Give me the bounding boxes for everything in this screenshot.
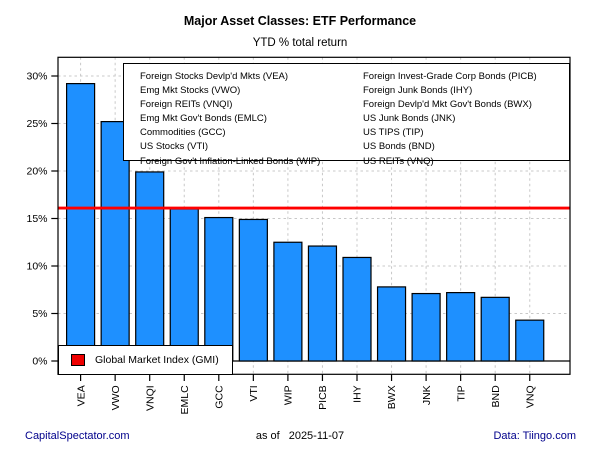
asset-legend-item: Emg Mkt Gov't Bonds (EMLC) (140, 113, 267, 125)
asset-legend-item: US Stocks (VTI) (140, 141, 209, 153)
asset-legend-item: Foreign Devlp'd Mkt Gov't Bonds (BWX) (363, 99, 532, 111)
bar-VEA (65, 82, 96, 362)
asset-legend-item: Foreign Stocks Devlp'd Mkts (VEA) (140, 71, 289, 82)
footer-date: 2025-11-07 (288, 430, 345, 442)
asset-legend-item: Commodities (GCC) (140, 127, 226, 139)
y-tick-label: 5% (32, 308, 47, 320)
asset-legend-item: US REITs (VNQ) (363, 155, 434, 167)
x-tick-label-JNK: JNK (421, 385, 433, 405)
x-tick-label-TIP: TIP (455, 385, 467, 401)
y-tick-label: 30% (26, 71, 47, 83)
footer-site-link[interactable]: CapitalSpectator.com (25, 430, 130, 442)
asset-legend-left-column: Foreign Stocks Devlp'd Mkts (VEA) Emg Mkt… (124, 64, 356, 167)
x-tick-label-BWX: BWX (386, 385, 398, 409)
x-tick-label-WIP: WIP (283, 385, 295, 405)
bar-WIP (273, 241, 303, 362)
y-tick-label: 10% (26, 261, 47, 273)
y-tick-label: 25% (26, 118, 47, 130)
asset-class-legend: Foreign Stocks Devlp'd Mkts (VEA) Emg Mkt… (123, 63, 570, 167)
footer-as-of-label: as of (255, 430, 280, 442)
bar-IHY (342, 256, 372, 362)
bar-BND (480, 296, 510, 362)
bar-BWX (376, 286, 407, 362)
x-tick-label-VNQ: VNQ (524, 385, 536, 408)
asset-legend-item: US TIPS (TIP) (363, 127, 424, 139)
footer-as-of-date: as of 2025-11-07 (0, 430, 600, 442)
asset-legend-item: Emg Mkt Stocks (VWO) (140, 85, 241, 97)
bar-EMLC (169, 208, 199, 362)
asset-legend-item: Foreign Gov't Inflation-Linked Bonds (WI… (140, 155, 321, 167)
footer-data-source-link[interactable]: Data: Tiingo.com (493, 430, 576, 442)
x-tick-label-VWO: VWO (110, 385, 122, 410)
y-tick-label: 20% (26, 166, 47, 178)
gmi-red-swatch-icon (71, 354, 85, 366)
asset-legend-item: Foreign Junk Bonds (IHY) (363, 85, 473, 97)
y-tick-label: 0% (32, 356, 47, 368)
asset-legend-item: Foreign Invest-Grade Corp Bonds (PICB) (363, 71, 537, 82)
bar-JNK (411, 292, 441, 362)
x-tick-label-IHY: IHY (352, 385, 364, 403)
y-tick-label: 15% (26, 213, 47, 225)
gmi-legend-label: Global Market Index (GMI) (95, 354, 219, 366)
plot-border (57, 56, 571, 375)
chart-subtitle: YTD % total return (252, 37, 348, 49)
bar-GCC (204, 216, 234, 362)
x-tick-label-VEA: VEA (75, 385, 87, 406)
bar-VNQI (135, 171, 165, 362)
asset-legend-item: US Junk Bonds (JNK) (363, 113, 456, 125)
bar-VTI (238, 218, 268, 362)
asset-legend-right-column: Foreign Invest-Grade Corp Bonds (PICB) Fo… (356, 64, 569, 167)
x-tick-label-PICB: PICB (317, 385, 329, 410)
chart-title: Major Asset Classes: ETF Performance (183, 14, 417, 28)
bar-VNQ (515, 319, 545, 362)
x-tick-label-EMLC: EMLC (179, 385, 191, 415)
x-tick-label-BND: BND (490, 385, 502, 408)
footer: CapitalSpectator.com as of 2025-11-07 Dat… (0, 430, 600, 446)
x-tick-label-GCC: GCC (214, 385, 226, 409)
asset-legend-item: Foreign REITs (VNQI) (140, 99, 233, 111)
x-tick-label-VTI: VTI (248, 385, 260, 401)
gmi-legend: Global Market Index (GMI) (58, 345, 233, 375)
x-tick-label-VNQI: VNQI (144, 385, 156, 411)
bar-PICB (307, 245, 338, 362)
bar-TIP (446, 292, 476, 362)
asset-legend-item: US Bonds (BND) (363, 141, 435, 153)
